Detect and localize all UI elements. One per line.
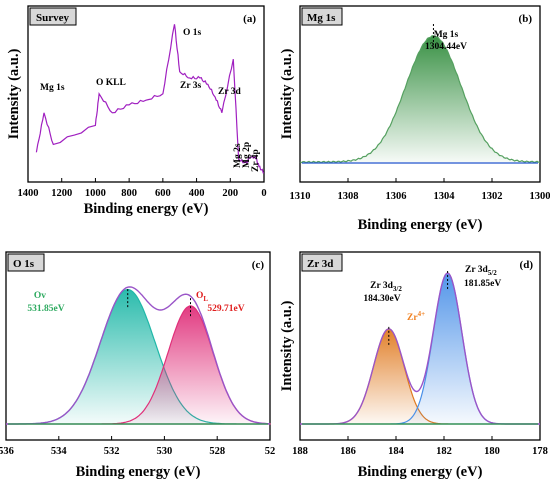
panel-c-tag: O 1s <box>13 258 35 270</box>
zr3d32-value: 184.30eV <box>363 294 400 304</box>
zr3d52-label: Zr 3d5/2 <box>465 265 497 277</box>
zr3d52-value: 181.85eV <box>464 279 501 289</box>
label-mg1s: Mg 1s <box>40 83 65 93</box>
panel-d-tag-box <box>301 253 343 272</box>
label-zr3d: Zr 3d <box>218 87 242 97</box>
panel-c-xlabel: Binding energy (eV) <box>76 464 201 480</box>
panel-d-ylabel: Intensity (a.u.) <box>279 301 295 392</box>
panel-d-tick-label: 180 <box>484 446 500 457</box>
label-o1s: O 1s <box>183 28 202 38</box>
label-mg2p: Mg 2p <box>242 142 252 168</box>
ol-value: 529.71eV <box>207 304 244 314</box>
zr3d32-label: Zr 3d3/2 <box>370 281 402 293</box>
panel-b-tag-box <box>301 7 343 26</box>
panel-c-tick-label: 530 <box>157 446 173 457</box>
panel-b: Mg 1s (b) 1310 1308 1306 1304 1302 1300 Bindi… <box>279 5 550 233</box>
ov-value: 531.85eV <box>27 304 64 314</box>
panel-b-tick-label: 1304 <box>434 191 456 202</box>
panel-c-frame <box>5 251 271 441</box>
panel-a-tick-label: 1400 <box>18 188 39 199</box>
panel-b-tick-label: 1302 <box>482 191 503 202</box>
panel-a-tick-label: 0 <box>261 188 266 199</box>
panel-a-x-axis: 1400 1200 1000 800 600 400 200 0 <box>18 178 267 199</box>
panel-c-tick-label: 528 <box>209 446 225 457</box>
panel-d-tick-label: 188 <box>292 446 308 457</box>
panel-a-tick-label: 1000 <box>85 188 106 199</box>
panel-d-x-axis: 188 186 184 182 180 178 <box>292 436 548 457</box>
mg1s-peak-fill <box>300 35 540 163</box>
panel-a: Survey (a) 1400 1200 1000 800 600 400 200 0 Bin… <box>6 5 267 217</box>
panel-d-tick-label: 178 <box>532 446 548 457</box>
ov-label: Ov <box>34 291 46 301</box>
panel-c-tick-label: 52 <box>265 446 276 457</box>
panel-c-tick-label: 536 <box>0 446 14 457</box>
panel-a-tick-label: 800 <box>121 188 137 199</box>
panel-c-tick-label: 534 <box>51 446 68 457</box>
panel-b-tag: Mg 1s <box>307 12 336 24</box>
panel-b-letter: (b) <box>519 13 533 25</box>
panel-a-tick-label: 400 <box>189 188 205 199</box>
mg1s-label: Mg 1s <box>434 30 459 40</box>
panel-a-tag-box <box>29 7 77 26</box>
mg1s-envelope-line <box>299 35 541 164</box>
panel-d-tick-label: 182 <box>436 446 452 457</box>
panel-b-x-axis: 1310 1308 1306 1304 1302 1300 <box>290 178 550 202</box>
panel-a-xlabel: Binding energy (eV) <box>84 201 209 217</box>
panel-d-frame <box>299 251 541 441</box>
panel-b-ylabel: Intensity (a.u.) <box>279 49 295 140</box>
panel-d-xlabel: Binding energy (eV) <box>358 464 483 480</box>
panel-b-frame <box>299 5 541 183</box>
panel-d-tick-label: 184 <box>388 446 405 457</box>
panel-b-tick-label: 1308 <box>338 191 359 202</box>
panel-a-ylabel: Intensity (a.u.) <box>6 49 22 140</box>
panel-b-tick-label: 1300 <box>530 191 550 202</box>
panel-d: Zr 3d (d) 188 186 184 182 180 178 Binding ene… <box>279 251 548 480</box>
panel-c-letter: (c) <box>252 259 265 271</box>
panel-a-tick-label: 200 <box>222 188 238 199</box>
panel-c-tag-box <box>7 253 45 272</box>
zr3d52-component <box>300 272 540 425</box>
o1s-envelope <box>6 286 271 425</box>
panel-d-tick-label: 186 <box>340 446 356 457</box>
panel-b-tick-label: 1310 <box>290 191 311 202</box>
panel-a-tick-label: 1200 <box>51 188 72 199</box>
panel-a-tick-label: 600 <box>155 188 171 199</box>
panel-d-letter: (d) <box>520 259 534 271</box>
panel-d-tag: Zr 3d <box>307 258 333 270</box>
mg1s-value: 1304.44eV <box>425 42 467 52</box>
panel-b-tick-label: 1306 <box>386 191 407 202</box>
label-okll: O KLL <box>96 78 126 88</box>
panel-a-tag: Survey <box>36 12 70 24</box>
panel-b-xlabel: Binding energy (eV) <box>358 217 483 233</box>
zr4-label: Zr4+ <box>407 310 425 323</box>
panel-c-x-axis: 536 534 532 530 528 52 <box>0 436 275 457</box>
ol-label: OL <box>196 291 208 303</box>
panel-c-tick-label: 532 <box>104 446 120 457</box>
label-zr4p: Zr 4p <box>251 149 261 172</box>
survey-spectrum-line <box>35 24 265 174</box>
label-zr3s: Zr 3s <box>180 81 202 91</box>
panel-c: O 1s (c) 536 534 532 530 528 52 Binding energ… <box>0 251 275 480</box>
panel-a-frame <box>27 5 265 183</box>
panel-a-letter: (a) <box>243 13 256 25</box>
label-mg2s: Mg 2s <box>233 143 243 168</box>
